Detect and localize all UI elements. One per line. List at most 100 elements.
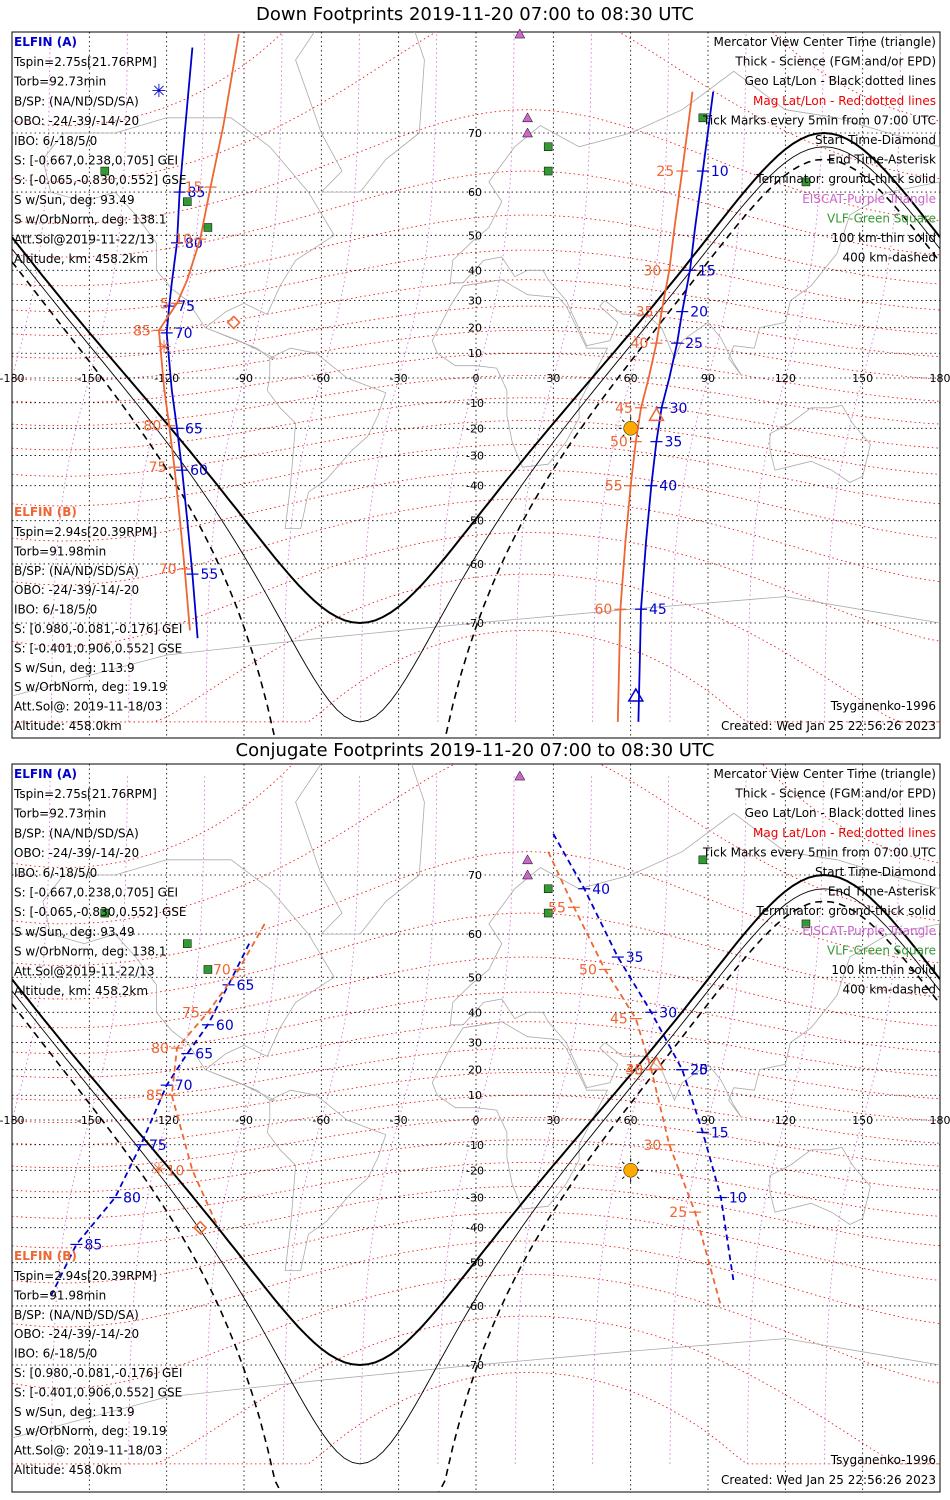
info-a-line: Altitude, km: 458.2km [14, 984, 148, 998]
lat-tick-label: -70 [466, 617, 484, 630]
info-b-line: Torb=91.98min [13, 544, 106, 558]
info-a-line: S: [-0.667,0.238,0.705] GEI [14, 886, 178, 900]
info-b-line: S: [-0.401,0.906,0.552] GSE [14, 641, 182, 655]
legend-item: Tick Marks every 5min from 07:00 UTC [702, 845, 936, 859]
info-a-line: OBO: -24/-39/-14/-20 [14, 846, 139, 860]
vlf-square [100, 908, 110, 918]
coastline [431, 279, 609, 468]
footer-model: Tsyganenko-1996 [830, 1453, 936, 1467]
sun-ray [621, 1161, 625, 1165]
legend-item: Mag Lat/Lon - Red dotted lines [753, 826, 936, 840]
mag-lon-line [128, 34, 206, 722]
lat-tick-label: 60 [468, 186, 482, 199]
sun-ray [636, 1176, 640, 1180]
lat-tick-label: 20 [468, 322, 482, 335]
mag-lat-line [12, 397, 940, 451]
mag-lat-line [12, 352, 940, 404]
lon-tick-label: 30 [546, 372, 560, 385]
footer-model: Tsyganenko-1996 [830, 699, 936, 713]
coastline [431, 1021, 609, 1210]
coastline [42, 117, 335, 359]
start-diamond [226, 315, 241, 330]
elfin-a-conj-west-label: 65 [237, 978, 255, 994]
vlf-square [543, 142, 553, 152]
info-b-line: OBO: -24/-39/-14/-20 [14, 1327, 139, 1341]
elfin-a-conj-east-label: 15 [711, 1125, 729, 1141]
terminator-ground [12, 131, 940, 625]
sun-ray [621, 1176, 625, 1180]
info-b-line: S w/Sun, deg: 113.9 [14, 661, 135, 675]
mag-lat-line [12, 1021, 940, 1078]
lon-tick-label: -120 [154, 1114, 179, 1127]
vlf-square [543, 166, 553, 176]
elfin-b-conj-west-label: 85 [146, 1088, 164, 1104]
legend-item: VLF-Green Square [827, 211, 936, 225]
lat-tick-label: 10 [468, 347, 482, 360]
legend-item: End Time-Asterisk [828, 153, 936, 167]
elfin-b-track-east-label: 45 [615, 401, 633, 417]
start-diamond [193, 1220, 208, 1235]
elfin-a-conj-west-label: 70 [175, 1078, 193, 1094]
sun-ray [636, 1161, 640, 1165]
lon-tick-label: 0 [473, 1114, 480, 1127]
lon-tick-label: -120 [154, 372, 179, 385]
info-b-line: B/SP: (NA/ND/SD/SA) [14, 1308, 139, 1322]
lat-tick-label: 60 [468, 928, 482, 941]
legend-item: Mercator View Center Time (triangle) [714, 35, 936, 49]
elfin-a-track-east-label: 25 [685, 336, 703, 352]
legend-item: Mercator View Center Time (triangle) [714, 767, 936, 781]
panel-title-conjugate: Conjugate Footprints 2019-11-20 07:00 to… [235, 740, 715, 761]
info-b-line: S w/Sun, deg: 113.9 [14, 1405, 135, 1419]
info-a-line: Torb=92.73min [13, 75, 106, 89]
info-a-line: S: [-0.667,0.238,0.705] GEI [14, 154, 178, 168]
info-b-line: IBO: 6/-18/5/0 [14, 603, 97, 617]
elfin-b-conj-east-label: 35 [625, 1063, 643, 1079]
info-a-line: B/SP: (NA/ND/SD/SA) [14, 94, 139, 108]
end-asterisk: ✳ [151, 81, 166, 102]
info-b-header: ELFIN (B) [14, 505, 77, 519]
lat-tick-label: -10 [466, 397, 484, 410]
coastline [769, 404, 871, 483]
legend-item: 100 km-thin solid [831, 963, 936, 977]
info-elfin-a: ELFIN (A) Tspin=2.75s[21.76RPM] Torb=92.73… [13, 767, 187, 998]
lat-tick-label: 30 [468, 294, 482, 307]
lon-tick-label: 150 [852, 1114, 873, 1127]
map-content [12, 32, 940, 738]
info-elfin-a: ELFIN (A) Tspin=2.75s[21.76RPM] Torb=92.73… [13, 35, 187, 266]
lat-tick-label: -60 [466, 1300, 484, 1313]
vlf-square [801, 919, 811, 929]
coastline [266, 347, 387, 529]
lat-tick-label: -20 [466, 1164, 484, 1177]
lon-tick-label: -180 [0, 372, 24, 385]
map-content [12, 764, 940, 1492]
lon-tick-label: -150 [77, 1114, 102, 1127]
end-asterisk: ✳ [151, 1159, 166, 1180]
info-a-line: Att.Sol@2019-11-22/13 [14, 964, 155, 978]
elfin-a-track-west-label: 75 [177, 299, 195, 315]
info-b-line: S: [0.980,-0.081,-0.176] GEI [14, 622, 182, 636]
lat-tick-label: 70 [468, 869, 482, 882]
elfin-a-track-west-label: 55 [200, 567, 218, 583]
elfin-a-track-east-label: 45 [649, 602, 667, 618]
mag-lat-line [12, 279, 940, 336]
info-a-line: OBO: -24/-39/-14/-20 [14, 114, 139, 128]
vlf-square [183, 939, 192, 948]
coastline [12, 1338, 940, 1439]
elfin-b-conj-west-label: 70 [213, 962, 231, 978]
lon-tick-label: 30 [546, 1114, 560, 1127]
lat-tick-label: -50 [466, 1257, 484, 1270]
elfin-a-conj-east-label: 30 [659, 1005, 677, 1021]
info-b-line: Torb=91.98min [13, 1288, 106, 1302]
legend-item: Start Time-Diamond [815, 865, 936, 879]
eiscat-triangle [514, 28, 526, 39]
info-a-line: Altitude, km: 458.2km [14, 252, 148, 266]
elfin-a-track-east-label: 30 [670, 401, 688, 417]
info-a-line: Tspin=2.75s[21.76RPM] [13, 787, 157, 801]
vlf-square [203, 965, 213, 974]
elfin-a-conj-east-label: 20 [690, 1063, 708, 1079]
legend-item: Tick Marks every 5min from 07:00 UTC [702, 113, 936, 127]
coastline [769, 1146, 871, 1225]
info-b-line: S w/OrbNorm, deg: 19.19 [14, 680, 166, 694]
elfin-b-track-west-label: 80 [143, 419, 161, 435]
legend-item: VLF-Green Square [827, 943, 936, 957]
